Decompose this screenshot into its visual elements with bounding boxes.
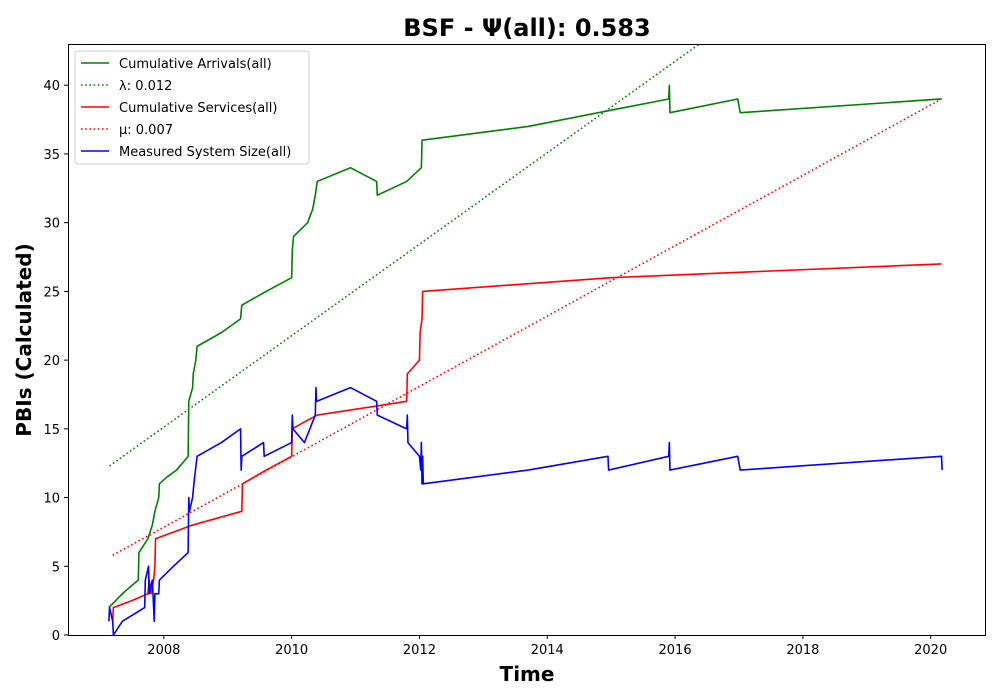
series-line-measured-system-size-all xyxy=(108,386,943,635)
y-tick-label: 0 xyxy=(52,629,60,644)
x-tick-label: 2010 xyxy=(275,643,308,658)
x-tick-label: 2014 xyxy=(531,643,564,658)
y-tick-label: 25 xyxy=(43,285,60,300)
y-axis: 0 5 10 15 20 25 30 35 40 xyxy=(43,79,68,644)
series-line-0-012 xyxy=(109,44,700,467)
y-tick-label: 20 xyxy=(43,354,60,369)
y-tick-label: 30 xyxy=(43,217,60,232)
plot-area xyxy=(108,44,943,635)
y-tick-label: 10 xyxy=(43,492,60,507)
legend-label-cumulative-services-all: Cumulative Services(all) xyxy=(119,101,277,116)
axes-frame xyxy=(68,44,986,636)
legend: Cumulative Arrivals(all) λ: 0.012 Cumulati… xyxy=(74,50,310,165)
legend-label-0-012: λ: 0.012 xyxy=(119,79,172,94)
x-axis: 2008 2010 2012 2014 2016 2018 2020 xyxy=(147,635,947,658)
x-tick-label: 2016 xyxy=(659,643,692,658)
series-line-cumulative-arrivals-all xyxy=(108,84,942,609)
x-tick-label: 2008 xyxy=(147,643,180,658)
y-axis-label: PBIs (Calculated) xyxy=(12,243,36,436)
x-axis-label: Time xyxy=(500,662,555,686)
chart-title: BSF - Ψ(all): 0.583 xyxy=(403,14,651,42)
legend-label-measured-system-size-all: Measured System Size(all) xyxy=(119,145,291,160)
legend-label-cumulative-arrivals-all: Cumulative Arrivals(all) xyxy=(119,57,272,72)
series-line-cumulative-services-all xyxy=(111,263,942,622)
x-tick-label: 2018 xyxy=(786,643,819,658)
x-tick-label: 2012 xyxy=(403,643,436,658)
legend-label-0-007: μ: 0.007 xyxy=(119,123,173,138)
y-tick-label: 40 xyxy=(43,79,60,94)
y-tick-label: 5 xyxy=(52,560,60,575)
x-tick-label: 2020 xyxy=(914,643,947,658)
y-tick-label: 15 xyxy=(43,423,60,438)
y-tick-label: 35 xyxy=(43,148,60,163)
legend-box xyxy=(74,50,310,165)
